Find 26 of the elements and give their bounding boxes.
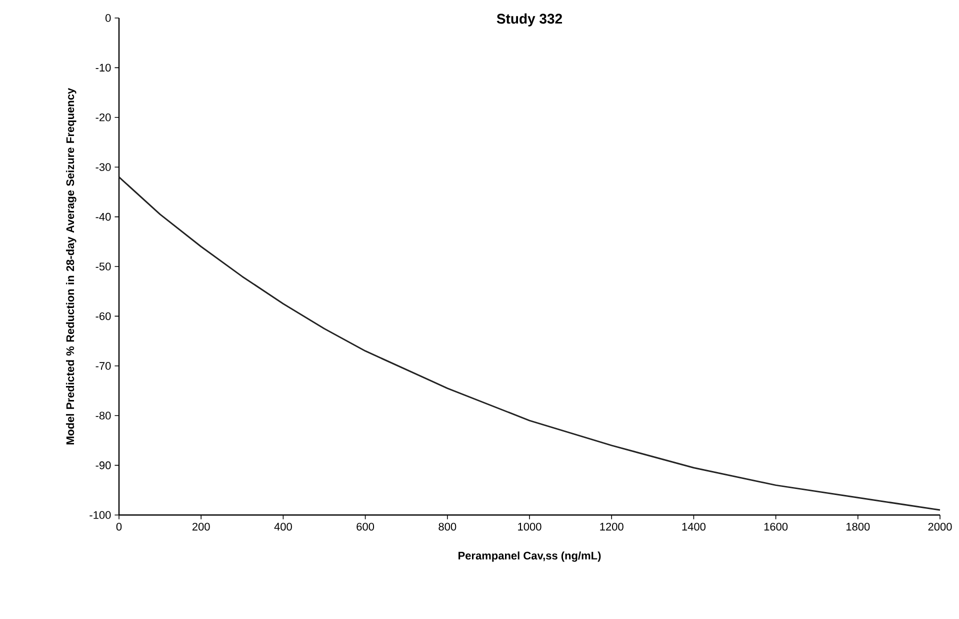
y-axis-title: Model Predicted % Reduction in 28-day Average Seizure Frequency xyxy=(66,88,76,444)
y-tick-label: -100 xyxy=(90,511,111,519)
x-tick-label: 0 xyxy=(116,522,122,531)
y-tick-label: -10 xyxy=(96,64,111,72)
y-tick-label: -20 xyxy=(96,114,111,122)
x-tick-label: 1000 xyxy=(518,522,542,531)
y-tick-label: 0 xyxy=(106,14,111,22)
x-tick-label: 1800 xyxy=(846,522,870,531)
y-tick-label: -90 xyxy=(96,461,111,470)
x-tick-label: 2000 xyxy=(928,522,952,531)
x-tick-label: 600 xyxy=(356,522,374,531)
y-tick-label: -60 xyxy=(96,312,111,320)
x-axis-title: Perampanel Cav,ss (ng/mL) xyxy=(458,551,601,562)
line-series xyxy=(118,176,941,511)
y-tick-label: -80 xyxy=(96,412,111,420)
x-tick-label: 800 xyxy=(438,522,456,531)
y-tick-label: -40 xyxy=(96,212,111,221)
x-tick-label: 400 xyxy=(274,522,292,531)
y-tick-label: -70 xyxy=(96,362,111,370)
x-tick-label: 1400 xyxy=(682,522,706,531)
y-tick-label: -50 xyxy=(96,262,111,270)
x-tick-label: 200 xyxy=(192,522,210,531)
x-tick-label: 1600 xyxy=(764,522,788,531)
y-tick-label: -30 xyxy=(96,163,111,171)
x-tick-label: 1200 xyxy=(600,522,624,531)
chart-title: Study 332 xyxy=(496,13,562,26)
